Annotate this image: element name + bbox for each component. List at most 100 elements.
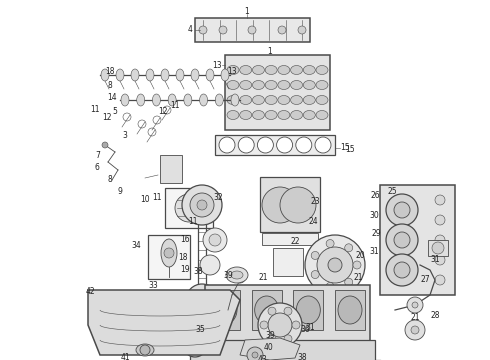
Circle shape [280,187,316,223]
Circle shape [284,335,292,343]
Ellipse shape [240,66,252,75]
Circle shape [328,258,342,272]
Text: 7: 7 [96,150,100,159]
Circle shape [219,26,227,34]
Text: 31: 31 [430,256,440,265]
Ellipse shape [137,94,145,106]
Ellipse shape [146,69,154,81]
Ellipse shape [252,95,265,104]
Circle shape [194,292,210,308]
Ellipse shape [221,69,229,81]
Text: 10: 10 [140,195,150,204]
Polygon shape [88,290,240,355]
Text: 39: 39 [265,330,275,339]
Text: 21: 21 [353,274,363,283]
Text: 36: 36 [300,325,310,334]
Ellipse shape [252,81,265,90]
Ellipse shape [278,95,290,104]
Text: 31: 31 [305,324,315,333]
Ellipse shape [227,95,239,104]
Text: 12: 12 [102,113,112,122]
Ellipse shape [206,69,214,81]
Text: 11: 11 [90,105,100,114]
Text: 28: 28 [430,310,440,320]
Text: 16: 16 [180,235,190,244]
Ellipse shape [227,81,239,90]
Text: 18: 18 [105,68,115,77]
Text: 38: 38 [297,354,307,360]
Ellipse shape [265,81,277,90]
Bar [215,135,335,155]
Circle shape [435,235,445,245]
Text: 5: 5 [113,108,118,117]
Text: 21: 21 [258,274,268,283]
Text: 24: 24 [308,217,318,226]
Text: 30: 30 [369,211,379,220]
Text: 18: 18 [178,253,188,262]
Text: 3: 3 [122,130,127,139]
Text: 13: 13 [227,68,237,77]
Ellipse shape [240,95,252,104]
Ellipse shape [231,271,243,279]
Text: 6: 6 [95,163,99,172]
Ellipse shape [316,95,328,104]
Circle shape [305,235,365,295]
Ellipse shape [303,95,315,104]
Ellipse shape [252,66,265,75]
Text: 11: 11 [152,194,162,202]
Text: 23: 23 [310,198,320,207]
Bar [335,290,365,330]
Bar [428,240,448,256]
Circle shape [411,326,419,334]
Circle shape [102,142,108,148]
Text: 1: 1 [268,48,272,57]
Text: 8: 8 [108,81,112,90]
Bar [294,290,323,330]
Circle shape [183,333,207,357]
Ellipse shape [278,66,290,75]
Text: 38: 38 [193,267,203,276]
Ellipse shape [265,111,277,120]
Text: 41: 41 [120,354,130,360]
Circle shape [190,193,214,217]
Text: 22: 22 [290,238,300,247]
Circle shape [315,137,331,153]
Ellipse shape [265,95,277,104]
Ellipse shape [101,69,109,81]
Ellipse shape [265,66,277,75]
Ellipse shape [226,267,248,283]
Ellipse shape [136,344,154,356]
Bar [210,290,240,330]
Circle shape [203,228,227,252]
Circle shape [199,26,207,34]
Ellipse shape [291,66,302,75]
Ellipse shape [199,94,208,106]
Circle shape [278,26,286,34]
Ellipse shape [316,66,328,75]
Circle shape [219,137,235,153]
Circle shape [197,200,207,210]
Ellipse shape [338,296,362,324]
Circle shape [262,187,298,223]
Text: 11: 11 [188,217,198,226]
Ellipse shape [296,296,320,324]
Ellipse shape [316,111,328,120]
Text: 12: 12 [158,108,168,117]
Ellipse shape [291,81,302,90]
Ellipse shape [152,94,160,106]
Circle shape [247,347,263,360]
Circle shape [394,232,410,248]
Circle shape [284,307,292,315]
Circle shape [345,278,353,286]
Circle shape [200,255,220,275]
Circle shape [235,273,245,283]
Text: 21: 21 [410,314,420,323]
Ellipse shape [252,111,265,120]
Circle shape [412,302,418,308]
Text: 9: 9 [118,188,122,197]
Circle shape [435,215,445,225]
Text: 39: 39 [223,270,233,279]
Ellipse shape [215,94,223,106]
Bar [195,18,310,42]
Circle shape [311,251,319,260]
